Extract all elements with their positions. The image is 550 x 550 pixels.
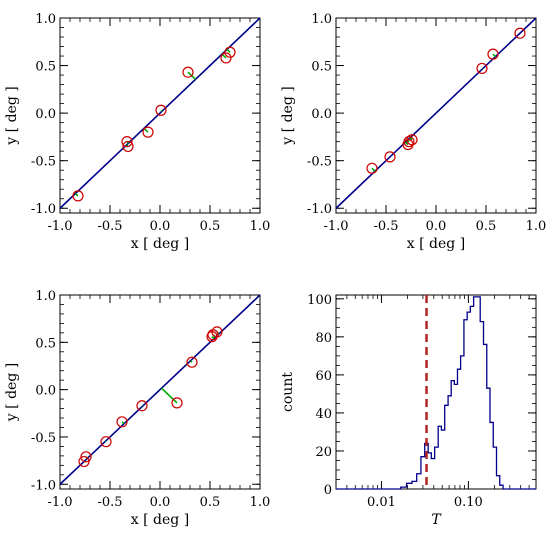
- residual-segment: [404, 141, 409, 146]
- data-point: [136, 400, 148, 412]
- x-tick-label: 0.5: [200, 219, 221, 234]
- y-tick-label: 0.5: [311, 60, 332, 75]
- y-tick-label: -1.0: [31, 478, 56, 493]
- residual-segment: [371, 167, 376, 172]
- identity-line: [59, 294, 261, 485]
- x-tick-label: 1.0: [250, 219, 271, 234]
- y-tick-label: 40: [315, 407, 332, 422]
- y-axis-title: y [ deg ]: [4, 86, 20, 145]
- data-point: [122, 140, 134, 153]
- x-tick-label: -1.0: [47, 219, 72, 234]
- data-point: [384, 151, 396, 163]
- plot-frame: [335, 294, 537, 490]
- y-tick-label: -0.5: [31, 155, 56, 170]
- data-point: [366, 162, 378, 174]
- x-tick-label: 0.0: [150, 495, 171, 510]
- data-point: [171, 397, 183, 409]
- y-tick-label: 0.0: [35, 107, 56, 122]
- x-tick-label: 0.5: [476, 219, 497, 234]
- residual-segment: [492, 53, 497, 58]
- y-tick-label: 100: [307, 293, 332, 308]
- y-tick-label: 80: [315, 331, 332, 346]
- y-tick-label: 0: [324, 483, 332, 498]
- histogram-steps: [336, 296, 536, 490]
- x-tick-label: -0.5: [373, 219, 398, 234]
- data-point: [100, 436, 112, 448]
- x-tick-label: 0.5: [200, 495, 221, 510]
- data-point: [121, 136, 133, 148]
- data-point: [72, 190, 84, 202]
- x-tick-label: 0.0: [426, 219, 447, 234]
- y-tick-label: 1.0: [35, 12, 56, 27]
- residual-segment: [160, 387, 178, 404]
- y-tick-label: 20: [315, 445, 332, 460]
- data-point: [487, 48, 499, 60]
- x-tick-label: -0.5: [97, 495, 122, 510]
- panel-1: -1.0 -0.5 0.0 0.5 1.0 -1.0 -0.5 0.0 0.5 1.0 x [ de…: [4, 12, 270, 252]
- x-tick-label: 1.0: [526, 219, 547, 234]
- x-tick-label: -1.0: [323, 219, 348, 234]
- residual-segment: [121, 421, 125, 425]
- data-point: [514, 27, 526, 39]
- y-tick-label: -0.5: [31, 431, 56, 446]
- y-tick-label: 0.5: [35, 60, 56, 75]
- data-point: [224, 46, 236, 58]
- x-axis-title: x [ deg ]: [131, 512, 189, 528]
- data-point: [80, 451, 92, 463]
- identity-line: [59, 17, 261, 209]
- x-tick-label: 1.0: [250, 495, 271, 510]
- panel-3: -1.0 -0.5 0.0 0.5 1.0 -1.0 -0.5 0.0 0.5 1.0 x [ de…: [4, 289, 270, 528]
- y-tick-label: -1.0: [31, 202, 56, 217]
- y-tick-label: 0.5: [35, 336, 56, 351]
- data-point: [155, 104, 167, 116]
- data-point: [186, 356, 198, 368]
- y-tick-label: 0.0: [35, 384, 56, 399]
- x-axis-title: T: [431, 512, 442, 528]
- y-tick-label: -1.0: [307, 202, 332, 217]
- x-tick-label: -0.5: [97, 219, 122, 234]
- data-point: [78, 455, 90, 468]
- identity-line: [335, 17, 537, 209]
- data-point: [220, 52, 232, 64]
- residual-segment: [211, 336, 215, 340]
- y-tick-label: 60: [315, 369, 332, 384]
- residual-segment: [409, 137, 413, 141]
- x-axis-title: x [ deg ]: [407, 236, 465, 252]
- data-point: [182, 66, 194, 78]
- x-tick-label: -1.0: [47, 495, 72, 510]
- y-tick-label: -0.5: [307, 155, 332, 170]
- y-axis-title: count: [280, 372, 296, 412]
- data-point: [211, 326, 223, 338]
- residual-segment: [226, 48, 231, 53]
- data-point: [142, 126, 154, 138]
- y-tick-label: 1.0: [35, 289, 56, 304]
- x-axis-title: x [ deg ]: [131, 236, 189, 252]
- residual-segment: [160, 109, 163, 112]
- y-tick-label: 0.0: [311, 107, 332, 122]
- x-tick-label: 0.01: [367, 495, 396, 510]
- residual-segment: [74, 192, 79, 197]
- x-tick-label: 0.0: [150, 219, 171, 234]
- residual-segment: [189, 360, 193, 363]
- data-point: [116, 416, 128, 428]
- y-tick-label: 1.0: [311, 12, 332, 27]
- y-axis-title: y [ deg ]: [4, 363, 20, 422]
- residual-segment: [406, 139, 410, 143]
- panel-2: -1.0 -0.5 0.0 0.5 1.0 -1.0 -0.5 0.0 0.5 1.0 x [ de…: [280, 12, 546, 252]
- y-axis-title: y [ deg ]: [280, 86, 296, 145]
- x-tick-label: 0.10: [454, 495, 483, 510]
- data-point: [476, 62, 488, 75]
- data-point: [403, 136, 415, 148]
- data-point: [406, 134, 418, 146]
